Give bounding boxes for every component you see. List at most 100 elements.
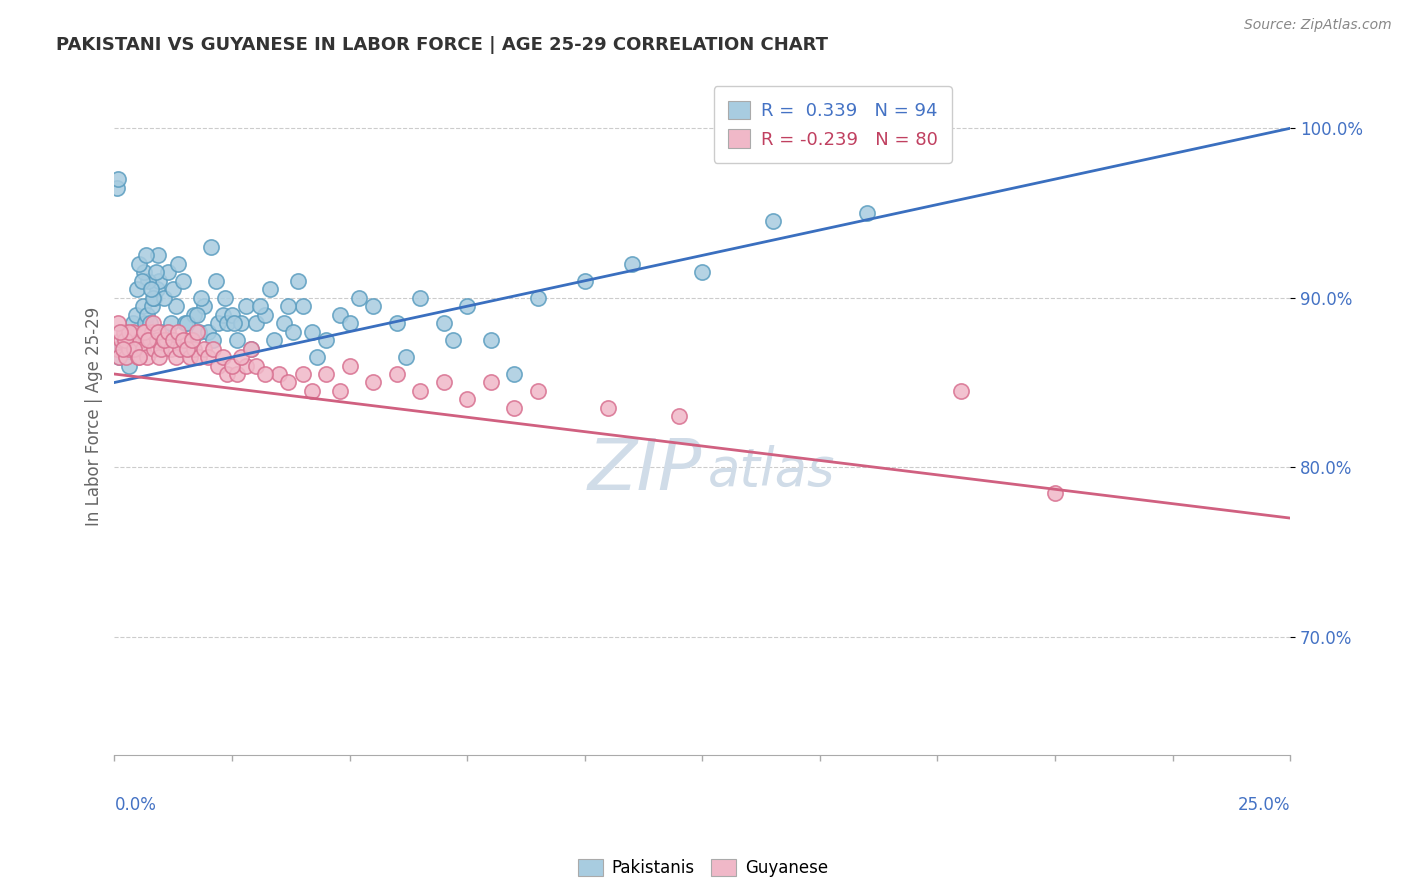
Point bbox=[131, 274, 153, 288]
Text: 0.0%: 0.0% bbox=[114, 796, 156, 814]
Point bbox=[188, 325, 211, 339]
Point bbox=[211, 350, 233, 364]
Point bbox=[301, 325, 323, 339]
Point bbox=[315, 333, 337, 347]
Point bbox=[207, 316, 229, 330]
Point bbox=[141, 299, 163, 313]
Point bbox=[122, 325, 145, 339]
Point bbox=[143, 291, 166, 305]
Point bbox=[181, 333, 204, 347]
Point bbox=[160, 342, 183, 356]
Point bbox=[120, 333, 142, 347]
Point bbox=[235, 359, 257, 373]
Point bbox=[105, 342, 128, 356]
Point bbox=[181, 333, 204, 347]
Point bbox=[108, 350, 131, 364]
Point bbox=[139, 282, 162, 296]
Point bbox=[207, 359, 229, 373]
Point bbox=[155, 333, 177, 347]
Point bbox=[138, 316, 160, 330]
Point bbox=[127, 333, 149, 347]
Point bbox=[174, 333, 197, 347]
Point bbox=[108, 350, 131, 364]
Point bbox=[361, 299, 384, 313]
Point bbox=[136, 274, 159, 288]
Point bbox=[263, 333, 285, 347]
Point bbox=[409, 384, 432, 398]
Point bbox=[202, 342, 225, 356]
Point bbox=[169, 342, 191, 356]
Point bbox=[329, 308, 352, 322]
Point bbox=[145, 282, 167, 296]
Point bbox=[183, 308, 205, 322]
Point bbox=[131, 299, 153, 313]
Point bbox=[105, 180, 128, 194]
Point bbox=[273, 316, 295, 330]
Point bbox=[253, 367, 276, 381]
Text: 25.0%: 25.0% bbox=[1237, 796, 1291, 814]
Point bbox=[162, 333, 184, 347]
Point bbox=[122, 316, 145, 330]
Point bbox=[253, 308, 276, 322]
Point bbox=[620, 257, 643, 271]
Legend: Pakistanis, Guyanese: Pakistanis, Guyanese bbox=[572, 852, 834, 884]
Point bbox=[134, 316, 156, 330]
Point bbox=[221, 308, 243, 322]
Legend: R =  0.339   N = 94, R = -0.239   N = 80: R = 0.339 N = 94, R = -0.239 N = 80 bbox=[714, 87, 952, 163]
Point bbox=[138, 333, 160, 347]
Point bbox=[172, 274, 194, 288]
Point bbox=[117, 359, 139, 373]
Point bbox=[214, 291, 236, 305]
Point bbox=[128, 350, 150, 364]
Point bbox=[172, 333, 194, 347]
Point bbox=[668, 409, 690, 424]
Point bbox=[329, 384, 352, 398]
Point bbox=[221, 359, 243, 373]
Point bbox=[150, 325, 173, 339]
Point bbox=[259, 282, 281, 296]
Point bbox=[112, 333, 135, 347]
Point bbox=[856, 206, 879, 220]
Point bbox=[277, 299, 299, 313]
Point bbox=[433, 376, 456, 390]
Point bbox=[129, 333, 152, 347]
Point bbox=[176, 342, 198, 356]
Point bbox=[146, 325, 169, 339]
Point bbox=[301, 384, 323, 398]
Point bbox=[107, 316, 129, 330]
Point bbox=[148, 350, 170, 364]
Point bbox=[395, 350, 418, 364]
Point bbox=[134, 325, 156, 339]
Point bbox=[239, 342, 262, 356]
Point bbox=[225, 367, 247, 381]
Text: Source: ZipAtlas.com: Source: ZipAtlas.com bbox=[1244, 18, 1392, 32]
Point bbox=[339, 359, 361, 373]
Point bbox=[204, 274, 226, 288]
Point bbox=[152, 333, 174, 347]
Point bbox=[305, 350, 328, 364]
Point bbox=[131, 342, 153, 356]
Text: PAKISTANI VS GUYANESE IN LABOR FORCE | AGE 25-29 CORRELATION CHART: PAKISTANI VS GUYANESE IN LABOR FORCE | A… bbox=[56, 36, 828, 54]
Point bbox=[503, 401, 526, 415]
Point bbox=[108, 325, 131, 339]
Point bbox=[225, 333, 247, 347]
Point bbox=[146, 248, 169, 262]
Point bbox=[949, 384, 972, 398]
Y-axis label: In Labor Force | Age 25-29: In Labor Force | Age 25-29 bbox=[86, 307, 103, 526]
Point bbox=[114, 333, 136, 347]
Point bbox=[127, 350, 149, 364]
Point bbox=[110, 342, 132, 356]
Point bbox=[202, 333, 225, 347]
Point bbox=[136, 350, 159, 364]
Point bbox=[193, 342, 215, 356]
Point bbox=[190, 291, 212, 305]
Point bbox=[142, 316, 165, 330]
Point bbox=[142, 291, 165, 305]
Point bbox=[129, 325, 152, 339]
Point bbox=[385, 367, 408, 381]
Point bbox=[574, 274, 596, 288]
Point bbox=[503, 367, 526, 381]
Point bbox=[456, 299, 478, 313]
Point bbox=[152, 291, 174, 305]
Point bbox=[1043, 485, 1066, 500]
